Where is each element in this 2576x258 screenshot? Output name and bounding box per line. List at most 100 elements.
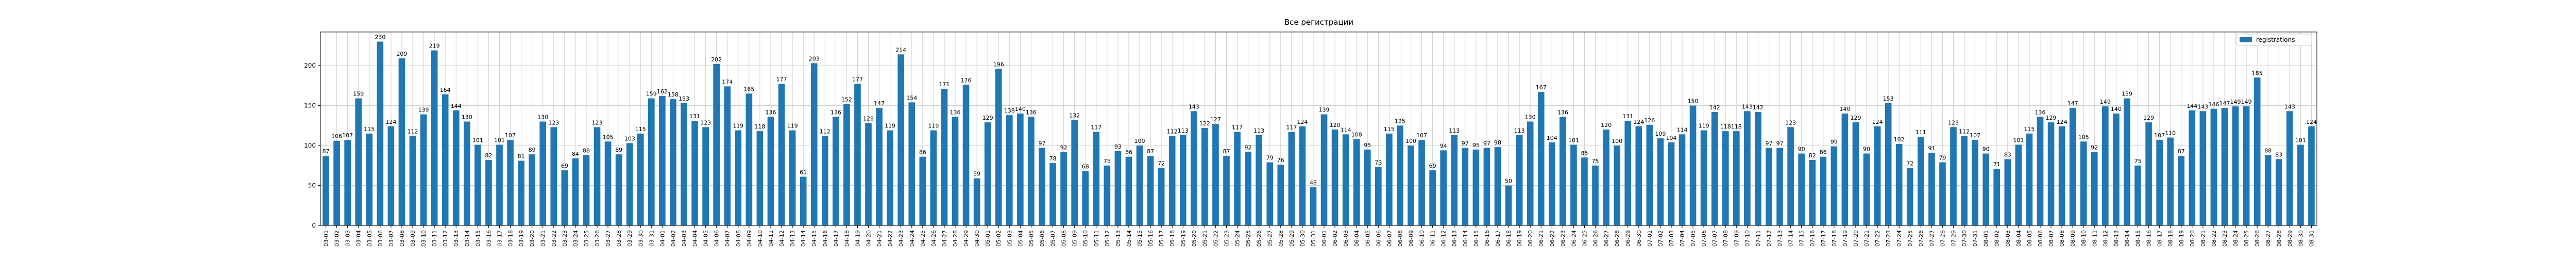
bar bbox=[377, 41, 384, 226]
x-tick-label: 03-24 bbox=[572, 230, 579, 247]
bar bbox=[1537, 92, 1545, 226]
value-label: 164 bbox=[440, 87, 451, 93]
x-tick-label: 06-09 bbox=[1408, 230, 1415, 247]
bar bbox=[1060, 152, 1067, 225]
x-tick-label: 08-27 bbox=[2265, 230, 2272, 247]
value-label: 90 bbox=[1798, 146, 1805, 153]
x-tick-label: 06-05 bbox=[1364, 230, 1371, 247]
value-label: 75 bbox=[2134, 158, 2142, 165]
value-label: 209 bbox=[396, 51, 407, 57]
bar bbox=[930, 130, 937, 225]
x-tick-label: 08-05 bbox=[2026, 230, 2033, 247]
x-tick-label: 06-23 bbox=[1560, 230, 1566, 247]
bar bbox=[800, 176, 807, 225]
bar bbox=[1462, 148, 1469, 225]
value-label: 82 bbox=[1809, 152, 1816, 159]
x-tick-label: 07-18 bbox=[1831, 230, 1838, 247]
bar bbox=[529, 154, 535, 225]
value-label: 97 bbox=[1765, 140, 1772, 147]
x-tick-label: 07-26 bbox=[1918, 230, 1924, 247]
value-label: 136 bbox=[1026, 109, 1037, 116]
value-label: 143 bbox=[2284, 103, 2295, 110]
value-label: 97 bbox=[1038, 140, 1045, 147]
x-tick-label: 06-16 bbox=[1484, 230, 1490, 247]
bar bbox=[626, 143, 633, 225]
x-tick-label: 06-10 bbox=[1419, 230, 1426, 247]
value-label: 92 bbox=[1245, 144, 1252, 151]
value-label: 83 bbox=[2004, 151, 2011, 158]
x-tick-label: 06-04 bbox=[1353, 230, 1360, 247]
x-tick-label: 06-07 bbox=[1386, 230, 1393, 247]
bar bbox=[1646, 124, 1653, 225]
value-label: 104 bbox=[1666, 135, 1676, 141]
x-tick-label: 04-09 bbox=[746, 230, 753, 247]
bar bbox=[1982, 153, 1989, 225]
bar bbox=[1136, 146, 1143, 225]
bar bbox=[1266, 162, 1274, 225]
value-label: 214 bbox=[895, 46, 906, 53]
value-label: 143 bbox=[2197, 103, 2208, 110]
value-label: 125 bbox=[1395, 118, 1405, 124]
value-label: 120 bbox=[1330, 122, 1341, 128]
bar bbox=[2124, 98, 2130, 225]
value-label: 113 bbox=[1253, 127, 1264, 134]
value-label: 152 bbox=[841, 96, 852, 103]
bar bbox=[1505, 185, 1512, 225]
value-label: 129 bbox=[1850, 115, 1861, 121]
value-label: 88 bbox=[583, 148, 590, 154]
x-tick-label: 07-16 bbox=[1809, 230, 1816, 247]
bar bbox=[1472, 149, 1480, 225]
value-label: 123 bbox=[1785, 119, 1796, 126]
bar bbox=[2058, 126, 2065, 225]
value-label: 88 bbox=[2264, 148, 2272, 154]
x-tick-label: 07-12 bbox=[1766, 230, 1772, 247]
x-tick-label: 05-31 bbox=[1310, 230, 1317, 247]
x-tick-label: 05-01 bbox=[985, 230, 991, 247]
value-label: 117 bbox=[1091, 124, 1101, 131]
bar bbox=[2189, 110, 2196, 225]
x-tick-label: 03-31 bbox=[648, 230, 655, 247]
bar bbox=[1689, 105, 1697, 225]
value-label: 102 bbox=[1894, 136, 1905, 143]
bar bbox=[1386, 133, 1393, 225]
x-tick-label: 07-02 bbox=[1657, 230, 1664, 247]
x-tick-label: 08-30 bbox=[2297, 230, 2304, 247]
bar bbox=[1950, 127, 1957, 225]
x-tick-label: 07-15 bbox=[1799, 230, 1805, 247]
x-tick-label: 08-17 bbox=[2157, 230, 2163, 247]
x-tick-label: 06-13 bbox=[1451, 230, 1458, 247]
bar bbox=[2015, 144, 2022, 225]
x-tick-label: 05-22 bbox=[1212, 230, 1219, 247]
x-tick-label: 06-29 bbox=[1625, 230, 1632, 247]
value-label: 48 bbox=[1310, 180, 1317, 186]
x-tick-label: 03-12 bbox=[442, 230, 449, 247]
x-tick-label: 03-06 bbox=[377, 230, 384, 247]
value-label: 85 bbox=[1581, 150, 1588, 156]
bar bbox=[821, 136, 828, 225]
bar bbox=[756, 131, 764, 225]
x-tick-label: 07-07 bbox=[1711, 230, 1718, 247]
x-tick-label: 07-25 bbox=[1907, 230, 1913, 247]
bar bbox=[1657, 138, 1664, 225]
x-tick-label: 07-21 bbox=[1863, 230, 1870, 247]
x-tick-label: 06-18 bbox=[1505, 230, 1512, 247]
bar bbox=[1039, 148, 1045, 225]
value-label: 123 bbox=[700, 119, 711, 126]
value-label: 144 bbox=[2187, 103, 2197, 109]
value-label: 149 bbox=[2100, 99, 2111, 105]
x-tick-label: 08-09 bbox=[2070, 230, 2076, 247]
x-tick-label: 04-24 bbox=[909, 230, 916, 247]
bar bbox=[1679, 134, 1686, 225]
bar bbox=[442, 94, 449, 225]
x-tick-label: 08-15 bbox=[2135, 230, 2142, 247]
value-label: 87 bbox=[2178, 148, 2185, 155]
bar bbox=[1895, 143, 1903, 225]
value-label: 112 bbox=[1959, 128, 1970, 135]
x-tick-label: 05-07 bbox=[1050, 230, 1057, 247]
bar bbox=[1548, 142, 1555, 225]
bar bbox=[887, 130, 893, 225]
x-tick-label: 05-06 bbox=[1039, 230, 1045, 247]
x-tick-label: 06-08 bbox=[1397, 230, 1403, 247]
value-label: 115 bbox=[2024, 126, 2035, 133]
value-label: 86 bbox=[1125, 149, 1132, 156]
